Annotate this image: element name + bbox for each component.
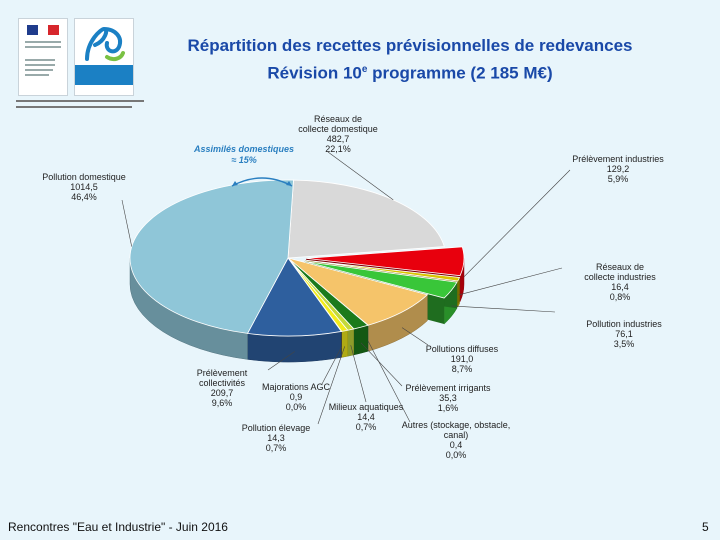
leader-milieux bbox=[350, 345, 367, 403]
page-number: 5 bbox=[702, 520, 709, 534]
assimiles-annotation: Assimilés domestiques≈ 15% bbox=[193, 144, 294, 187]
leader-poll_dom bbox=[121, 199, 132, 247]
pie-slice-poll_ind bbox=[304, 260, 458, 299]
pie-side-prel_irrig bbox=[353, 324, 369, 356]
assimiles-arc bbox=[231, 177, 293, 187]
leader-poll_elev bbox=[317, 346, 345, 425]
slice-label-poll_elev: Pollution élevage 14,3 0,7% bbox=[242, 423, 311, 453]
slice-label-prel_coll: Prélèvement collectivités 209,7 9,6% bbox=[197, 368, 248, 408]
pie-slice-prel_coll bbox=[246, 257, 342, 337]
slice-label-reseaux_ind: Réseaux de collecte industries 16,4 0,8% bbox=[584, 262, 656, 302]
leader-autres bbox=[367, 340, 411, 423]
slice-label-prel_irrig: Prélèvement irrigants 35,3 1,6% bbox=[405, 383, 491, 413]
leader-poll_diff bbox=[401, 327, 429, 346]
slice-label-poll_dom: Pollution domestique 1014,5 46,4% bbox=[42, 172, 126, 202]
leader-prel_irrig bbox=[360, 342, 403, 387]
leader-lines bbox=[121, 151, 571, 425]
slice-label-reseaux_dom: Réseaux de collecte domestique 482,7 22,1% bbox=[298, 114, 378, 154]
logos bbox=[12, 12, 144, 108]
pie-slice-prel_ind bbox=[305, 246, 465, 277]
assimiles-value: ≈ 15% bbox=[231, 155, 256, 165]
slice-label-autres: Autres (stockage, obstacle, canal) 0,4 0,0% bbox=[402, 420, 511, 460]
slice-label-maj_agc: Majorations AGC 0,9 0,0% bbox=[262, 382, 331, 412]
leader-poll_ind bbox=[451, 305, 556, 313]
leader-reseaux_dom bbox=[327, 151, 394, 201]
pie-slice-reseaux_ind bbox=[305, 259, 461, 282]
leader-reseaux_ind bbox=[458, 267, 563, 296]
agence-de-l-eau-logo bbox=[74, 18, 134, 96]
slice-labels: Réseaux de collecte domestique 482,7 22,1% P… bbox=[42, 114, 664, 460]
slice-label-poll_diff: Pollutions diffuses 191,0 8,7% bbox=[426, 344, 499, 374]
title-line-1: Répartition des recettes prévisionnelles… bbox=[187, 36, 633, 55]
leader-prel_coll bbox=[267, 351, 295, 371]
pie-slice-poll_dom bbox=[129, 179, 294, 334]
leader-prel_ind bbox=[463, 169, 571, 278]
title-line-2: Révision 10e programme (2 185 M€) bbox=[267, 63, 553, 83]
page-title: Répartition des recettes prévisionnelles… bbox=[150, 34, 670, 86]
assimiles-label: Assimilés domestiques bbox=[193, 144, 294, 154]
leader-maj_agc bbox=[321, 346, 342, 385]
slice-label-prel_ind: Prélèvement industries 129,2 5,9% bbox=[572, 154, 664, 184]
pie-tops bbox=[129, 179, 465, 337]
slice-label-milieux: Milieux aquatiques 14,4 0,7% bbox=[329, 402, 404, 432]
french-republic-logo bbox=[18, 18, 68, 96]
pie-slice-poll_diff bbox=[287, 257, 429, 326]
pie-slice-reseaux_dom bbox=[287, 179, 445, 259]
slice-label-poll_ind: Pollution industries 76,1 3,5% bbox=[586, 319, 662, 349]
footer-text: Rencontres "Eau et Industrie" - Juin 201… bbox=[8, 520, 228, 534]
